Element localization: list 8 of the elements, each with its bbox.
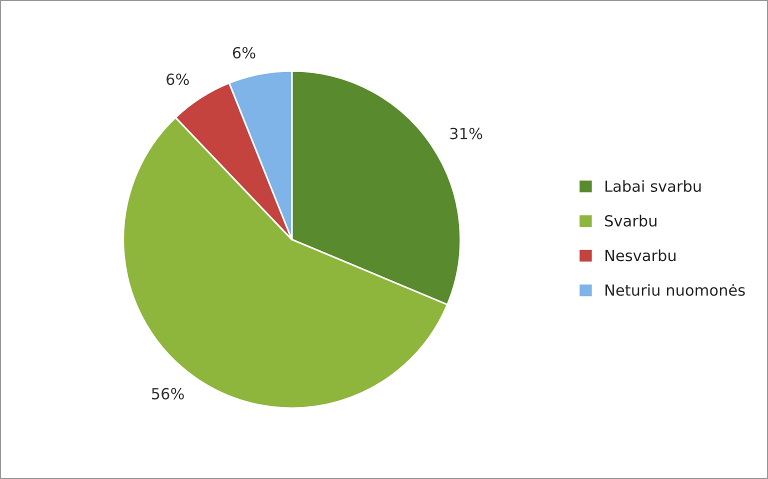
legend-label: Labai svarbu [606,180,701,192]
legend-label: Neturiu nuomonės [606,284,745,296]
data-label: 31% [450,128,482,140]
legend-label: Nesvarbu [606,249,676,262]
data-label: 56% [152,388,184,400]
legend-label: Svarbu [605,214,656,227]
data-label: 6% [232,46,256,59]
data-label: 6% [166,74,189,86]
